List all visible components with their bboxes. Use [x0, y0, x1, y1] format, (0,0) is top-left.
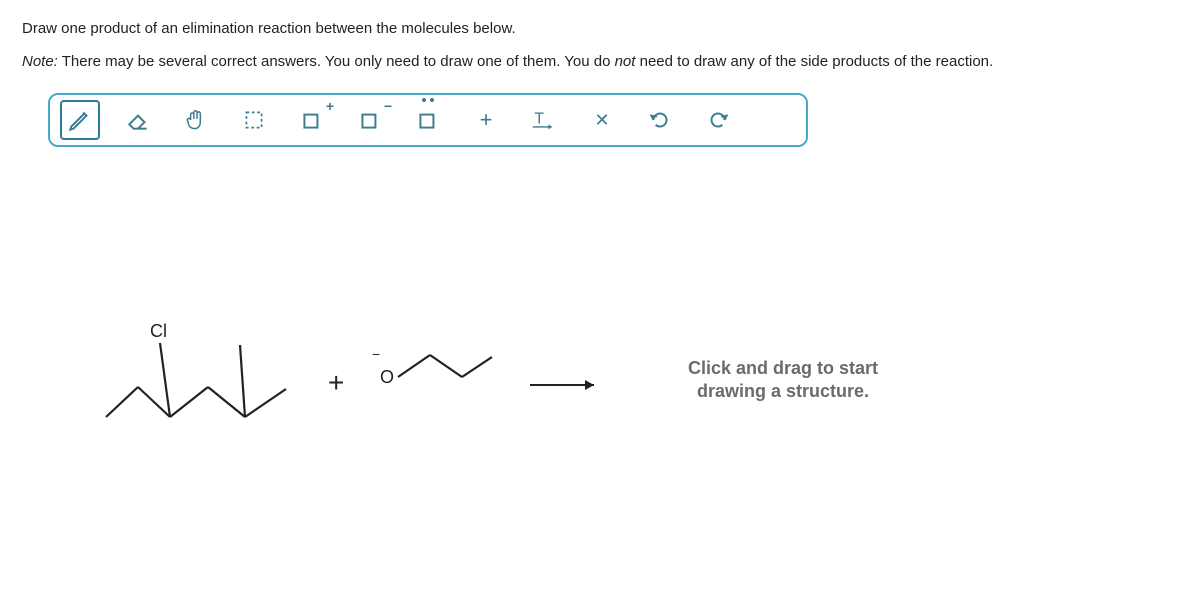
plus-sup: +	[326, 98, 334, 114]
redo-icon	[705, 107, 731, 133]
redo-tool[interactable]	[698, 100, 738, 140]
note-body-1: There may be several correct answers. Yo…	[58, 53, 615, 70]
svg-text:T: T	[534, 110, 544, 127]
clear-tool[interactable]: ✕	[582, 100, 622, 140]
plus-tool[interactable]: +	[466, 100, 506, 140]
hand-tool[interactable]	[176, 100, 216, 140]
hint-line-2: drawing a structure.	[688, 380, 878, 403]
note-prefix: Note:	[22, 53, 58, 70]
eraser-icon	[125, 107, 151, 133]
drawing-canvas[interactable]: Cl + − O Click and drag to start	[48, 187, 1178, 517]
plus-glyph: +	[480, 107, 493, 133]
note-not: not	[615, 53, 636, 70]
reactant-2: − O	[358, 337, 498, 412]
text-tool[interactable]: T	[524, 100, 564, 140]
question-text: Draw one product of an elimination react…	[22, 18, 1178, 41]
square-dots-icon	[415, 107, 441, 133]
lone-pair-tool[interactable]	[408, 100, 448, 140]
reactant-1: Cl	[88, 317, 298, 442]
marquee-icon	[241, 107, 267, 133]
square-minus-icon	[357, 107, 383, 133]
eraser-tool[interactable]	[118, 100, 158, 140]
undo-icon	[647, 107, 673, 133]
text-arrow-icon: T	[531, 107, 557, 133]
note-text: Note: There may be several correct answe…	[22, 51, 1178, 74]
pencil-icon	[67, 107, 93, 133]
reaction-arrow	[528, 375, 608, 400]
charge-plus-tool[interactable]: +	[292, 100, 332, 140]
x-glyph: ✕	[594, 110, 609, 131]
svg-text:−: −	[372, 346, 380, 362]
hand-icon	[183, 107, 209, 133]
note-body-2: need to draw any of the side products of…	[635, 53, 993, 70]
charge-minus-tool[interactable]: −	[350, 100, 390, 140]
pencil-tool[interactable]	[60, 100, 100, 140]
svg-text:Cl: Cl	[150, 321, 167, 341]
plus-between: +	[328, 367, 344, 399]
undo-tool[interactable]	[640, 100, 680, 140]
svg-text:O: O	[380, 367, 394, 387]
select-tool[interactable]	[234, 100, 274, 140]
hint-line-1: Click and drag to start	[688, 357, 878, 380]
minus-sup: −	[384, 98, 392, 114]
drawing-toolbar: + − + T ✕	[48, 93, 808, 147]
canvas-hint: Click and drag to start drawing a struct…	[688, 357, 878, 404]
square-plus-icon	[299, 107, 325, 133]
